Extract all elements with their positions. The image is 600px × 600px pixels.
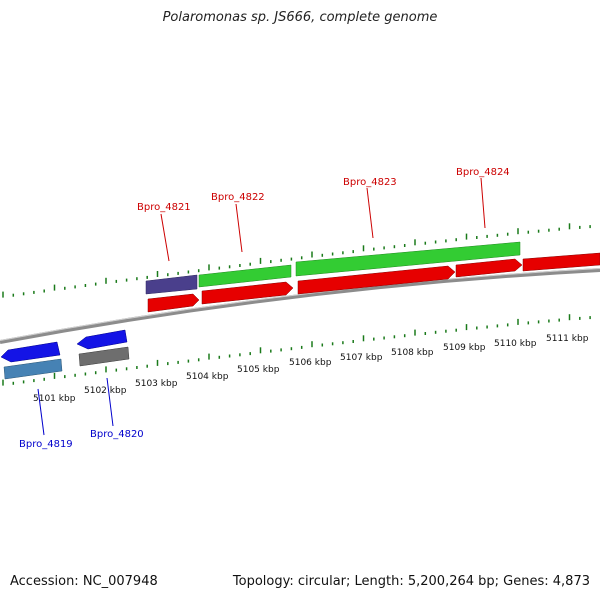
- tick-row-upper: [2, 223, 591, 298]
- map-title: Polaromonas sp. JS666, complete genome: [162, 10, 438, 25]
- forward-lane-upper: [145, 241, 521, 295]
- leader-line-bpro-4819: [37, 388, 45, 436]
- cds-arrow-bpro-4821[interactable]: [147, 293, 200, 313]
- cds-arrow-bpro-4822[interactable]: [201, 281, 294, 305]
- kbp-label: 5110 kbp: [494, 339, 537, 349]
- tick-row-lower: [2, 314, 591, 386]
- cds-arrow-bpro-4824[interactable]: [455, 258, 523, 278]
- reverse-lane-lower: [3, 346, 130, 380]
- gene-label-bpro-4820[interactable]: Bpro_4820: [90, 429, 144, 440]
- kbp-label: 5107 kbp: [340, 353, 383, 363]
- leader-line-bpro-4820: [106, 377, 114, 427]
- leader-lines: [37, 177, 486, 436]
- genome-stats-text: Topology: circular; Length: 5,200,264 bp…: [232, 574, 590, 589]
- gene-label-bpro-4822[interactable]: Bpro_4822: [211, 192, 265, 203]
- kbp-label: 5103 kbp: [135, 379, 178, 389]
- cds-arrow-bpro-4820[interactable]: [76, 329, 128, 350]
- cds-arrow-bpro-4823[interactable]: [297, 265, 456, 295]
- leader-line-bpro-4822: [235, 203, 243, 253]
- gene-feature-bpro-4819-lower[interactable]: [3, 358, 63, 380]
- leader-line-bpro-4823: [366, 187, 374, 239]
- genome-backbone: [0, 268, 600, 344]
- genome-backbone-highlight: [0, 268, 600, 341]
- kbp-label: 5108 kbp: [391, 348, 434, 358]
- cds-arrow-bpro-4819[interactable]: [0, 341, 61, 363]
- kbp-label: 5104 kbp: [186, 372, 229, 382]
- gene-feature-bpro-4820-lower[interactable]: [78, 346, 130, 367]
- leader-line-bpro-4824: [480, 177, 486, 229]
- gene-feature-bpro-4823-green[interactable]: [295, 241, 521, 277]
- gene-label-bpro-4823[interactable]: Bpro_4823: [343, 177, 397, 188]
- gene-label-bpro-4821[interactable]: Bpro_4821: [137, 202, 191, 213]
- leader-line-bpro-4821: [160, 213, 170, 262]
- gene-feature-bpro-4822-green[interactable]: [198, 264, 292, 288]
- forward-lane-lower: [147, 252, 600, 313]
- kbp-label: 5101 kbp: [33, 394, 76, 404]
- kbp-label: 5106 kbp: [289, 358, 332, 368]
- gene-labels: Bpro_4821 Bpro_4822 Bpro_4823 Bpro_4824 …: [19, 167, 510, 450]
- kbp-label: 5105 kbp: [237, 365, 280, 375]
- cds-arrow-next[interactable]: [522, 252, 600, 272]
- kbp-label: 5102 kbp: [84, 386, 127, 396]
- kbp-label: 5111 kbp: [546, 334, 589, 344]
- gene-label-bpro-4824[interactable]: Bpro_4824: [456, 167, 510, 178]
- kbp-label: 5109 kbp: [443, 343, 486, 353]
- gene-label-bpro-4819[interactable]: Bpro_4819: [19, 439, 73, 450]
- reverse-lane-upper: [0, 329, 128, 363]
- accession-text: Accession: NC_007948: [10, 574, 158, 589]
- kbp-labels: 5101 kbp 5102 kbp 5103 kbp 5104 kbp 5105…: [33, 334, 589, 404]
- gene-feature-bpro-4821[interactable]: [145, 274, 198, 295]
